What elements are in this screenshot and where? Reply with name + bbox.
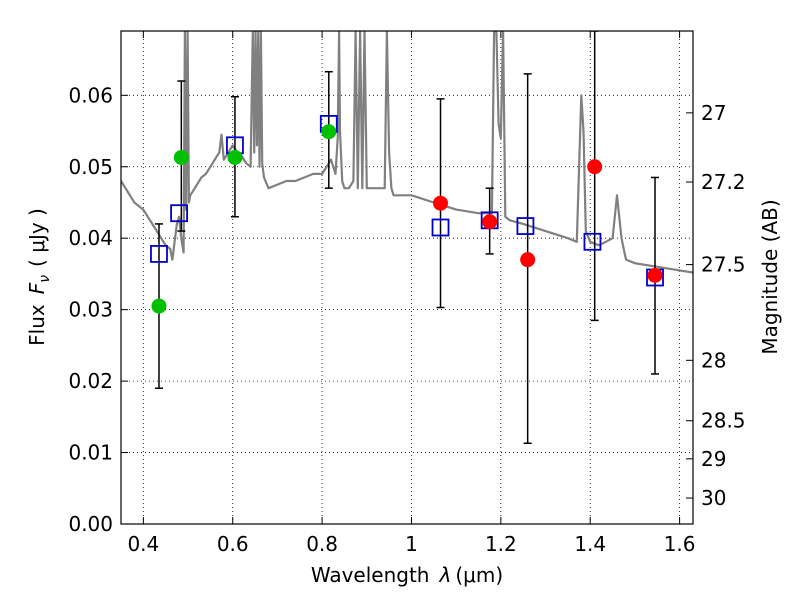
y2-tick-label: 27.5 bbox=[701, 253, 746, 277]
observed-point bbox=[227, 149, 243, 165]
errorbar-layer bbox=[154, 31, 660, 445]
y-tick-label: 0.05 bbox=[68, 155, 113, 179]
spectrum-line bbox=[121, 31, 693, 274]
observed-point bbox=[433, 195, 449, 211]
observed-point bbox=[321, 124, 337, 140]
x-axis-label: Wavelength λ (μm) bbox=[311, 563, 503, 587]
y2-tick-label: 29 bbox=[701, 447, 726, 471]
y-tick-label: 0.03 bbox=[68, 298, 113, 322]
model-photometry-marker bbox=[150, 245, 168, 263]
observed-point bbox=[647, 267, 663, 283]
x-tick-label: 0.8 bbox=[306, 532, 338, 556]
y2-tick-label: 27.2 bbox=[701, 170, 746, 194]
y-tick-label: 0.06 bbox=[68, 83, 113, 107]
x-tick-label: 1.2 bbox=[485, 532, 517, 556]
y2-tick-label: 27 bbox=[701, 101, 726, 125]
y-tick-label: 0.04 bbox=[68, 226, 113, 250]
model-photometry-marker bbox=[516, 217, 535, 235]
ticks: 0.4 0.6 0.8 1 1.2 1.4 1.6 0.00 0.01 0.02 0.03 0.04 0… bbox=[68, 31, 746, 556]
observed-point bbox=[482, 214, 498, 230]
x-tick-label: 0.6 bbox=[217, 532, 249, 556]
plot-frame bbox=[120, 30, 694, 525]
model-photometry-marker bbox=[170, 204, 188, 223]
model-photometry-marker bbox=[431, 218, 450, 237]
y2-tick-label: 28.5 bbox=[701, 409, 746, 433]
x-tick-label: 1.6 bbox=[664, 532, 696, 556]
y2-axis-label: Magnitude (AB) bbox=[758, 199, 782, 354]
y-axis-label: FluxFν( μJy ) bbox=[25, 208, 53, 346]
observed-point bbox=[520, 252, 536, 268]
y2-tick-label: 28 bbox=[701, 348, 726, 372]
grid bbox=[121, 31, 693, 525]
x-tick-label: 0.4 bbox=[127, 532, 159, 556]
observed-point bbox=[151, 298, 167, 314]
model-photometry-marker bbox=[583, 232, 602, 251]
y-tick-label: 0.00 bbox=[68, 512, 113, 536]
spectrum-layer bbox=[121, 31, 693, 274]
y-tick-label: 0.01 bbox=[68, 441, 113, 465]
observed-point bbox=[173, 149, 189, 165]
marker-layer bbox=[150, 114, 664, 314]
y2-tick-label: 30 bbox=[701, 486, 726, 510]
x-tick-label: 1 bbox=[405, 532, 418, 556]
x-tick-label: 1.4 bbox=[574, 532, 606, 556]
y-tick-label: 0.02 bbox=[68, 369, 113, 393]
observed-point bbox=[587, 159, 603, 175]
